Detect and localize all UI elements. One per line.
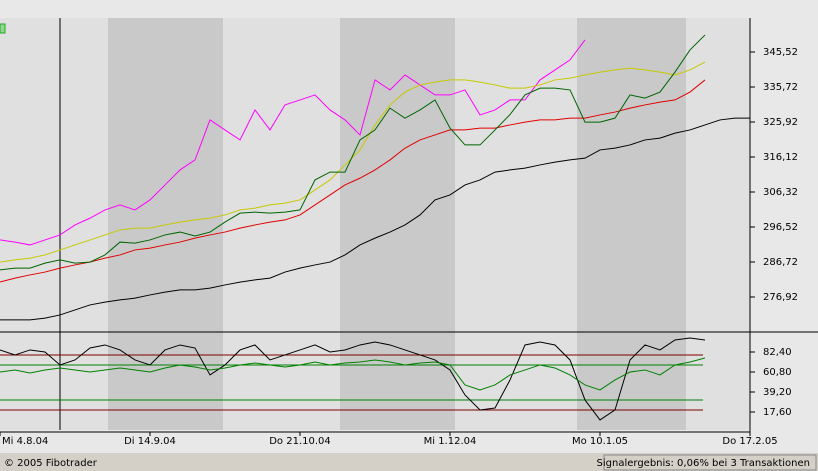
x-tick-label: Do 17.2.05 <box>722 436 777 447</box>
y-tick-label: 345,52 <box>763 47 798 58</box>
x-tick-label: Do 21.10.04 <box>269 436 331 447</box>
y-tick-label: 286,72 <box>763 257 798 268</box>
series-line <box>0 337 706 421</box>
x-tick-label: Mi 1.12.04 <box>424 436 477 447</box>
y-tick-label: 82,40 <box>763 347 792 358</box>
y-tick-label: 335,72 <box>763 82 798 93</box>
series-line <box>0 117 750 321</box>
x-tick-label: Mi 4.8.04 <box>2 436 48 447</box>
y-tick-label: 316,12 <box>763 152 798 163</box>
y-tick-label: 39,20 <box>763 387 792 398</box>
y-tick-label: 306,32 <box>763 187 798 198</box>
y-tick-label: 276,92 <box>763 292 798 303</box>
y-tick-label: 296,52 <box>763 222 798 233</box>
period-shade <box>108 18 223 430</box>
y-tick-label: 60,80 <box>763 367 792 378</box>
status-bar <box>0 453 818 471</box>
series-line <box>0 61 706 263</box>
period-shade <box>577 18 686 430</box>
status-text: Signalergebnis: 0,06% bei 3 Transaktione… <box>597 458 810 469</box>
series-line <box>0 34 706 271</box>
period-shade <box>340 18 455 430</box>
series-line <box>0 79 706 283</box>
y-tick-label: 17,60 <box>763 407 792 418</box>
x-tick-label: Di 14.9.04 <box>124 436 176 447</box>
indicator <box>0 23 6 34</box>
series-line <box>0 357 706 391</box>
copyright: © 2005 Fibotrader <box>4 458 98 469</box>
x-tick-label: Mo 10.1.05 <box>572 436 628 447</box>
status-box <box>603 454 817 471</box>
series-line <box>0 39 586 246</box>
y-tick-label: 325,92 <box>763 117 798 128</box>
